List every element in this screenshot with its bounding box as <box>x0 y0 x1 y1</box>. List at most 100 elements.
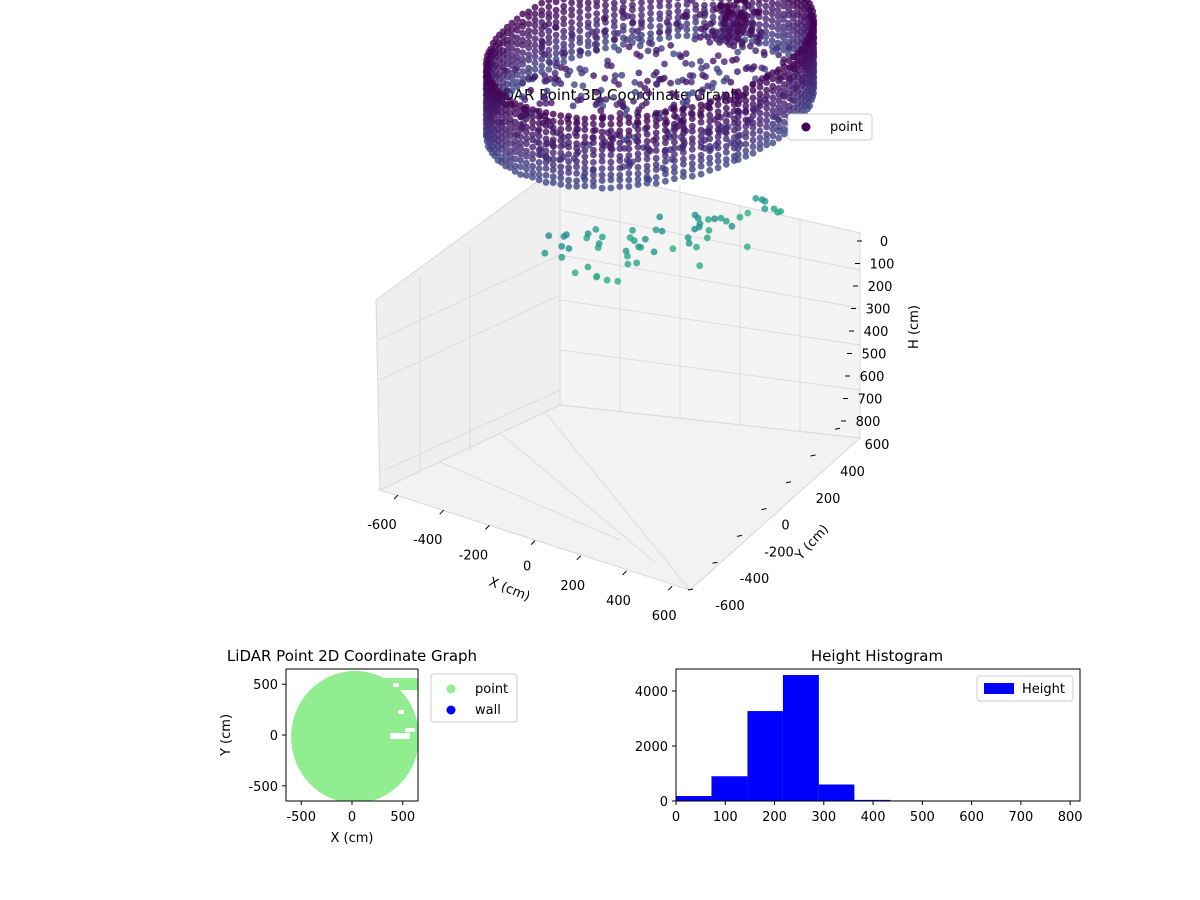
point-3d <box>775 90 783 98</box>
point-3d <box>706 129 714 136</box>
point-3d <box>602 38 609 46</box>
point-3d <box>581 176 589 184</box>
point-3d <box>757 29 765 36</box>
point-3d <box>774 25 782 33</box>
point-3d <box>573 158 580 165</box>
point-3d <box>785 89 793 97</box>
point-3d <box>517 150 524 158</box>
point-3d <box>656 29 663 36</box>
z-tick-label-3d: 600 <box>860 370 885 385</box>
point-3d <box>755 21 763 28</box>
point-3d <box>722 117 730 125</box>
point-3d <box>598 114 606 122</box>
point-3d <box>529 124 536 132</box>
point-3d <box>623 36 631 43</box>
point-3d <box>557 112 565 120</box>
point-3d <box>531 16 539 24</box>
point-3d <box>557 155 565 163</box>
point-3d <box>780 63 788 70</box>
point-3d <box>529 106 536 114</box>
point-3d <box>722 161 730 168</box>
point-3d <box>755 9 763 16</box>
point-3d <box>513 83 521 91</box>
point-3d <box>775 134 783 142</box>
point-3d <box>517 107 524 115</box>
point-3d <box>501 67 509 75</box>
point-3d <box>691 211 699 219</box>
point-3d <box>647 9 654 17</box>
point-3d <box>635 243 642 251</box>
y-tick-3d <box>736 534 743 537</box>
point-3d <box>625 139 633 147</box>
point-3d <box>650 248 658 256</box>
point-3d <box>581 159 589 166</box>
point-3d <box>602 0 609 3</box>
histogram-x-tick-label: 200 <box>762 810 787 825</box>
point-3d <box>607 151 615 159</box>
point-3d <box>557 163 565 171</box>
point-3d <box>517 133 524 141</box>
point-3d <box>756 134 764 142</box>
point-3d <box>688 160 696 168</box>
point-3d <box>785 107 793 114</box>
point-3d <box>714 120 722 128</box>
point-3d <box>625 163 633 171</box>
point-3d <box>680 117 687 124</box>
point-3d <box>519 60 527 68</box>
point-3d <box>523 115 530 123</box>
point-3d <box>593 16 601 24</box>
point-3d <box>692 18 700 26</box>
point-3d <box>688 115 696 122</box>
legend-2d-marker-wall <box>446 705 456 715</box>
point-3d <box>763 131 770 138</box>
point-3d <box>531 10 539 18</box>
point-3d <box>636 42 644 50</box>
point-3d <box>753 34 761 41</box>
point-3d <box>491 83 499 90</box>
x-tick-3d <box>485 525 490 530</box>
point-3d <box>769 126 777 133</box>
point-3d <box>734 68 741 76</box>
point-3d <box>590 159 597 166</box>
point-3d <box>715 69 723 76</box>
point-3d <box>667 42 675 49</box>
point-3d <box>672 92 680 100</box>
point-3d <box>647 22 654 30</box>
point-3d <box>652 147 660 154</box>
point-3d <box>607 114 615 122</box>
point-3d <box>697 132 705 140</box>
z-tick-label-3d: 500 <box>862 348 887 363</box>
point-3d <box>717 214 725 222</box>
point-3d <box>780 100 788 107</box>
point-3d <box>517 139 524 147</box>
point-3d <box>523 165 530 173</box>
histogram-x-tick-label: 300 <box>811 810 836 825</box>
point-3d <box>521 96 529 104</box>
point-3d <box>706 111 714 119</box>
point-3d <box>607 184 615 192</box>
point-3d <box>780 73 788 81</box>
point-3d <box>560 15 568 22</box>
point-3d <box>616 183 624 190</box>
point-3d <box>684 91 692 99</box>
point-3d <box>645 89 653 97</box>
point-3d <box>652 166 660 174</box>
point-3d <box>780 23 787 31</box>
point-3d <box>662 152 669 160</box>
histogram-bars <box>676 675 1071 801</box>
point-3d <box>714 157 722 165</box>
point-3d <box>790 53 798 61</box>
point-3d <box>706 154 714 162</box>
point-3d <box>688 165 696 173</box>
x-tick-label-3d: 0 <box>523 560 531 575</box>
point-3d <box>780 125 788 133</box>
point-3d <box>737 30 745 37</box>
point-3d <box>774 6 782 14</box>
point-3d <box>634 35 642 42</box>
histogram: Height Histogram 0 100 200 300 400 500 600 700 8… <box>635 647 1083 825</box>
legend-3d-label-point: point <box>830 120 863 135</box>
point-3d <box>697 143 705 151</box>
point-3d <box>616 157 624 165</box>
point-3d <box>742 102 750 110</box>
